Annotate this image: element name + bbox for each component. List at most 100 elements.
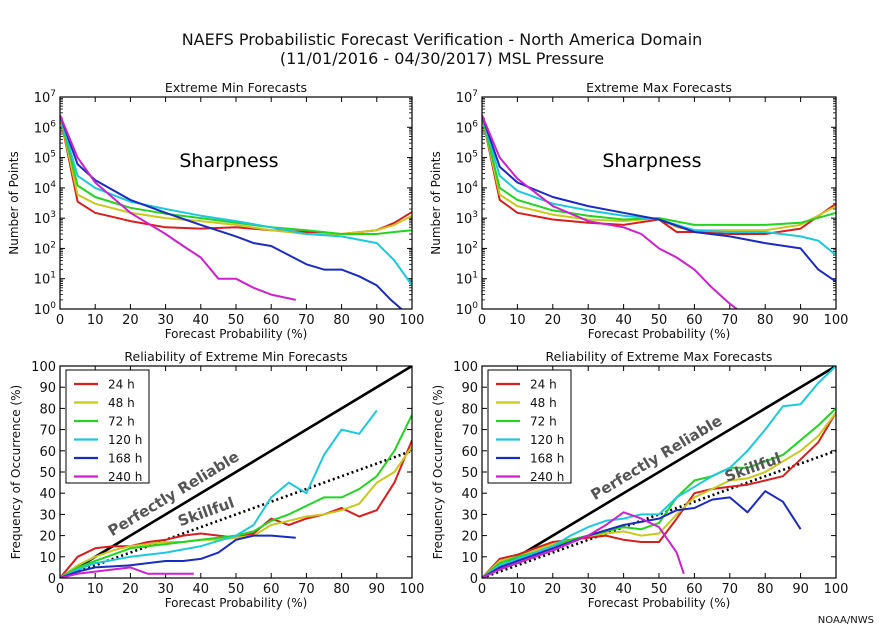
x-tick-label: 0 bbox=[478, 313, 486, 328]
y-tick-label: 90 bbox=[39, 381, 56, 396]
credit-text: NOAA/NWS bbox=[817, 615, 874, 626]
series-line-48h bbox=[60, 446, 412, 578]
x-axis-label: Forecast Probability (%) bbox=[165, 596, 308, 610]
x-tick-label: 60 bbox=[263, 313, 280, 328]
figure-title-line2: (11/01/2016 - 04/30/2017) MSL Pressure bbox=[279, 49, 605, 68]
x-tick-label: 10 bbox=[87, 582, 104, 597]
plot-area bbox=[60, 366, 412, 578]
series-line-72h bbox=[482, 114, 836, 226]
y-axis-label: Frequency of Occurrence (%) bbox=[431, 385, 445, 559]
y-tick-label: 106 bbox=[34, 119, 57, 136]
series-line-240h bbox=[60, 114, 297, 301]
x-tick-label: 80 bbox=[333, 313, 350, 328]
x-tick-label: 20 bbox=[122, 313, 139, 328]
y-tick-label: 103 bbox=[456, 210, 478, 227]
plot-area bbox=[60, 114, 412, 309]
series-line-48h bbox=[60, 114, 412, 235]
x-tick-label: 50 bbox=[651, 313, 668, 328]
legend-label: 48 h bbox=[108, 396, 135, 410]
legend-label: 120 h bbox=[530, 433, 564, 447]
x-axis-label: Forecast Probability (%) bbox=[165, 327, 308, 341]
y-tick-label: 30 bbox=[39, 508, 56, 523]
y-tick-label: 40 bbox=[461, 487, 478, 502]
y-tick-label: 60 bbox=[39, 445, 56, 460]
chart-title: Extreme Min Forecasts bbox=[165, 80, 307, 95]
legend-label: 120 h bbox=[108, 433, 142, 447]
y-tick-label: 30 bbox=[461, 508, 478, 523]
x-tick-label: 60 bbox=[263, 582, 280, 597]
x-axis-label: Forecast Probability (%) bbox=[588, 596, 731, 610]
x-tick-label: 70 bbox=[722, 582, 739, 597]
x-tick-label: 100 bbox=[400, 582, 425, 597]
legend-label: 240 h bbox=[108, 470, 142, 484]
y-tick-label: 20 bbox=[39, 530, 56, 545]
legend-label: 168 h bbox=[530, 452, 564, 466]
series-line-168h bbox=[60, 534, 296, 578]
y-tick-label: 106 bbox=[456, 119, 479, 136]
y-tick-label: 101 bbox=[456, 271, 478, 288]
y-tick-label: 80 bbox=[461, 402, 478, 417]
series-line-120h bbox=[60, 114, 412, 286]
plot-frame bbox=[59, 365, 413, 579]
chart-title: Reliability of Extreme Min Forecasts bbox=[124, 349, 347, 364]
legend-label: 48 h bbox=[530, 396, 557, 410]
y-tick-label: 10 bbox=[39, 551, 56, 566]
legend-box bbox=[487, 369, 572, 484]
x-tick-label: 50 bbox=[651, 582, 668, 597]
x-tick-label: 40 bbox=[615, 582, 632, 597]
y-tick-label: 102 bbox=[34, 240, 56, 257]
y-tick-label: 80 bbox=[39, 402, 56, 417]
chart-panel-sharp-max: Extreme Max Forecasts 0 10 20 30 40 50 60 70 80 90… bbox=[429, 80, 848, 341]
chart-title: Extreme Max Forecasts bbox=[586, 80, 732, 95]
x-tick-label: 0 bbox=[56, 313, 64, 328]
plot-frame bbox=[59, 96, 413, 310]
x-tick-label: 90 bbox=[792, 582, 809, 597]
series-line-240h bbox=[482, 114, 738, 309]
x-tick-label: 20 bbox=[122, 582, 139, 597]
x-tick-label: 60 bbox=[686, 313, 703, 328]
y-tick-label: 104 bbox=[456, 180, 479, 197]
y-tick-label: 103 bbox=[34, 210, 56, 227]
y-tick-label: 101 bbox=[34, 271, 56, 288]
x-tick-label: 30 bbox=[157, 313, 174, 328]
series-line-240h bbox=[60, 566, 194, 578]
x-tick-label: 30 bbox=[157, 582, 174, 597]
y-tick-label: 70 bbox=[461, 424, 478, 439]
series-line-168h bbox=[482, 114, 836, 283]
x-tick-label: 100 bbox=[824, 582, 849, 597]
x-tick-label: 80 bbox=[757, 313, 774, 328]
perfect-reliability-line bbox=[60, 366, 412, 578]
legend: 24 h 48 h 72 h 120 h 168 h 240 h bbox=[65, 369, 150, 484]
x-tick-label: 10 bbox=[509, 313, 526, 328]
y-tick-label: 107 bbox=[456, 89, 478, 106]
y-tick-label: 60 bbox=[461, 445, 478, 460]
x-tick-label: 70 bbox=[722, 313, 739, 328]
x-tick-label: 20 bbox=[545, 313, 562, 328]
legend-label: 24 h bbox=[108, 378, 135, 392]
y-tick-label: 105 bbox=[456, 150, 478, 167]
x-tick-label: 0 bbox=[56, 582, 64, 597]
x-tick-label: 90 bbox=[369, 313, 386, 328]
plot-area bbox=[482, 366, 836, 578]
x-tick-label: 40 bbox=[193, 313, 210, 328]
plot-frame bbox=[481, 365, 837, 579]
series-line-240h bbox=[482, 511, 685, 578]
x-tick-label: 40 bbox=[193, 582, 210, 597]
y-tick-label: 102 bbox=[456, 240, 478, 257]
skillful-label: Skillful bbox=[722, 449, 783, 486]
series-line-24h bbox=[482, 412, 836, 578]
y-tick-label: 50 bbox=[39, 466, 56, 481]
y-tick-label: 104 bbox=[34, 180, 57, 197]
series-line-72h bbox=[60, 114, 412, 235]
x-tick-label: 80 bbox=[757, 582, 774, 597]
legend-box bbox=[65, 369, 150, 484]
series-line-120h bbox=[482, 366, 836, 578]
x-tick-label: 70 bbox=[298, 582, 315, 597]
x-tick-label: 40 bbox=[615, 313, 632, 328]
legend-label: 168 h bbox=[108, 452, 142, 466]
plot-area bbox=[482, 114, 836, 309]
x-tick-label: 90 bbox=[792, 313, 809, 328]
series-line-168h bbox=[482, 490, 802, 578]
chart-panel-rel-min: Reliability of Extreme Min Forecasts 0 10 2… bbox=[9, 349, 424, 610]
